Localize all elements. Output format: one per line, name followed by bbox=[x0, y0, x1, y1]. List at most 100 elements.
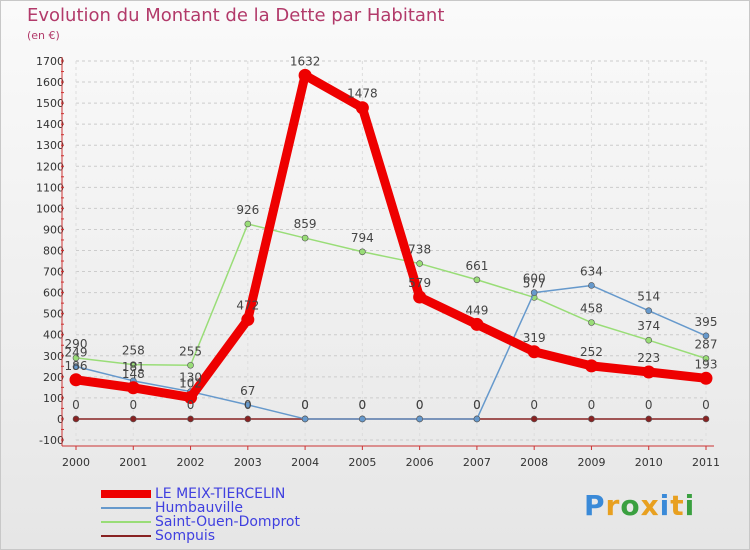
data-point bbox=[244, 415, 252, 423]
y-tick-label: 800 bbox=[43, 245, 64, 258]
legend-label: Humbauville bbox=[155, 500, 243, 516]
data-point bbox=[416, 415, 423, 423]
x-tick-label: 2004 bbox=[291, 456, 319, 469]
data-point bbox=[72, 363, 80, 370]
data-point bbox=[588, 319, 595, 326]
legend-item: LE MEIX-TIERCELIN bbox=[101, 487, 300, 501]
data-label: 193 bbox=[695, 357, 718, 371]
series-line bbox=[71, 70, 711, 402]
data-label: 661 bbox=[465, 259, 488, 273]
data-point bbox=[244, 401, 252, 409]
data-point bbox=[359, 248, 366, 256]
data-label: 186 bbox=[65, 359, 88, 373]
data-label: 223 bbox=[637, 351, 660, 365]
data-label: 319 bbox=[523, 331, 546, 345]
data-point bbox=[473, 276, 481, 284]
data-label: 0 bbox=[416, 398, 424, 412]
x-tick-label: 2008 bbox=[520, 456, 548, 469]
y-tick-label: 500 bbox=[43, 308, 64, 321]
data-point bbox=[129, 415, 137, 423]
legend-label: Saint-Ouen-Domprot bbox=[155, 514, 300, 530]
data-point bbox=[298, 68, 312, 82]
data-label: 859 bbox=[294, 217, 317, 231]
data-point bbox=[413, 290, 427, 304]
data-point bbox=[187, 415, 194, 423]
legend: LE MEIX-TIERCELIN Humbauville Saint-Ouen-D… bbox=[101, 487, 300, 543]
legend-swatch bbox=[101, 490, 151, 498]
data-label: 258 bbox=[122, 344, 145, 358]
y-tick-label: 1100 bbox=[36, 181, 64, 194]
y-tick-label: 200 bbox=[43, 371, 64, 384]
data-label: 0 bbox=[72, 398, 80, 412]
y-tick-label: 400 bbox=[43, 329, 64, 342]
data-point bbox=[244, 220, 252, 228]
data-label: 287 bbox=[695, 338, 718, 352]
data-label: 130 bbox=[179, 371, 202, 385]
data-label: 600 bbox=[523, 272, 546, 286]
y-tick-label: 600 bbox=[43, 287, 64, 300]
data-label: 472 bbox=[236, 299, 259, 313]
x-tick-label: 2007 bbox=[463, 456, 491, 469]
data-point bbox=[301, 415, 309, 423]
data-label: 374 bbox=[637, 319, 660, 333]
proxiti-logo: Proxiti bbox=[584, 489, 695, 522]
data-label: 0 bbox=[702, 398, 710, 412]
x-tick-label: 2011 bbox=[692, 456, 720, 469]
y-tick-label: 300 bbox=[43, 350, 64, 363]
data-label: 0 bbox=[359, 398, 367, 412]
data-label: 514 bbox=[637, 290, 660, 304]
data-label: 0 bbox=[530, 398, 538, 412]
data-point bbox=[241, 313, 255, 327]
legend-item: Humbauville bbox=[101, 501, 300, 515]
legend-swatch bbox=[101, 535, 151, 537]
data-label: 0 bbox=[473, 398, 481, 412]
series-line bbox=[75, 284, 707, 420]
data-point bbox=[702, 355, 710, 362]
legend-item: Sompuis bbox=[101, 529, 300, 543]
legend-swatch bbox=[101, 521, 151, 523]
data-point bbox=[530, 415, 538, 423]
x-tick-label: 2009 bbox=[577, 456, 605, 469]
data-point bbox=[699, 371, 713, 385]
data-point bbox=[184, 390, 198, 404]
logo-letter: P bbox=[584, 489, 606, 522]
data-label: 0 bbox=[301, 398, 309, 412]
data-point bbox=[645, 415, 653, 423]
logo-letter: i bbox=[659, 489, 671, 522]
data-label: 926 bbox=[236, 203, 259, 217]
y-tick-label: 100 bbox=[43, 392, 64, 405]
data-point bbox=[129, 361, 137, 368]
chart-title: Evolution du Montant de la Dette par Hab… bbox=[27, 5, 445, 26]
x-tick-label: 2003 bbox=[234, 456, 262, 469]
data-point bbox=[359, 415, 366, 423]
data-label: 255 bbox=[179, 344, 202, 358]
data-label: 0 bbox=[473, 398, 481, 412]
x-tick-label: 2002 bbox=[177, 456, 205, 469]
data-label: 252 bbox=[580, 345, 603, 359]
data-label: 1478 bbox=[347, 87, 378, 101]
data-label: 0 bbox=[359, 398, 367, 412]
y-tick-label: -100 bbox=[39, 434, 64, 447]
y-tick-label: 700 bbox=[43, 266, 64, 279]
y-tick-label: 1200 bbox=[36, 160, 64, 173]
data-point bbox=[72, 415, 80, 423]
legend-label: LE MEIX-TIERCELIN bbox=[155, 486, 286, 502]
data-point bbox=[355, 101, 369, 115]
data-label: 0 bbox=[301, 398, 309, 412]
logo-letter: x bbox=[640, 489, 660, 522]
data-point bbox=[301, 234, 309, 242]
y-tick-label: 1300 bbox=[36, 139, 64, 152]
x-tick-label: 2005 bbox=[348, 456, 376, 469]
logo-letter: i bbox=[684, 489, 696, 522]
series-line bbox=[75, 223, 707, 367]
data-label: 0 bbox=[244, 398, 252, 412]
y-tick-label: 1400 bbox=[36, 118, 64, 131]
x-tick-label: 2001 bbox=[119, 456, 147, 469]
data-point bbox=[473, 415, 481, 423]
data-point bbox=[527, 345, 541, 359]
data-label: 0 bbox=[129, 398, 137, 412]
logo-letter: r bbox=[605, 489, 621, 522]
data-label: 579 bbox=[408, 276, 431, 290]
data-label: 577 bbox=[523, 276, 546, 290]
